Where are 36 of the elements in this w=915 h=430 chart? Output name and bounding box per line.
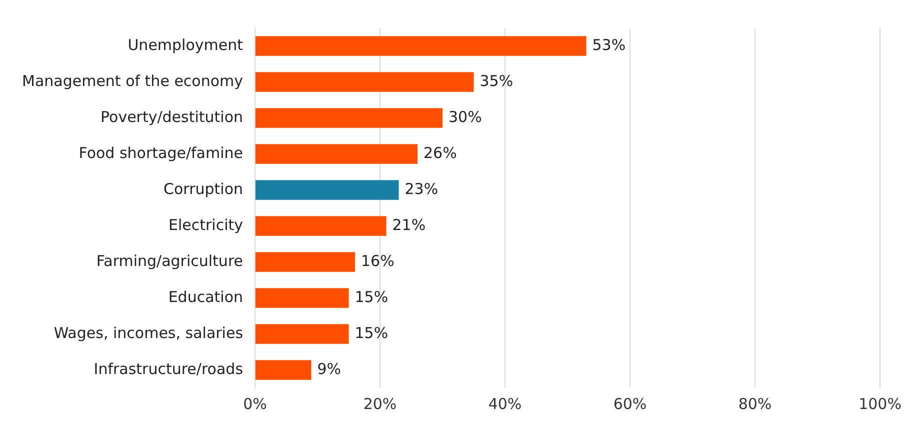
x-tick-label: 80% <box>738 394 772 413</box>
data-label: 15% <box>354 324 388 342</box>
data-label: 9% <box>317 360 342 378</box>
x-tick-label: 40% <box>488 394 522 413</box>
data-label: 53% <box>592 36 626 54</box>
data-label: 26% <box>424 144 457 162</box>
bar <box>256 324 349 344</box>
y-tick-label: Education <box>168 288 244 306</box>
bar <box>256 216 386 236</box>
y-tick-label: Electricity <box>168 216 244 234</box>
data-label: 35% <box>480 72 514 90</box>
y-tick-label: Corruption <box>164 180 244 198</box>
x-tick-label: 60% <box>613 394 647 413</box>
bar <box>256 108 443 128</box>
bar <box>256 360 312 380</box>
data-label: 30% <box>448 108 482 126</box>
bar <box>256 288 349 308</box>
bar <box>256 180 399 200</box>
data-label: 23% <box>404 180 438 198</box>
data-label: 21% <box>392 216 426 234</box>
bar <box>256 144 418 164</box>
x-tick-label: 100% <box>858 394 902 413</box>
y-tick-label: Poverty/destitution <box>100 108 244 126</box>
bar <box>256 252 356 272</box>
bar <box>256 72 474 92</box>
y-tick-label: Infrastructure/roads <box>94 360 244 378</box>
y-tick-label: Farming/agriculture <box>96 252 244 270</box>
data-label: 16% <box>361 252 394 270</box>
y-tick-label: Unemployment <box>128 36 244 54</box>
y-tick-label: Management of the economy <box>22 72 244 90</box>
y-tick-label: Food shortage/famine <box>78 144 244 162</box>
y-tick-label: Wages, incomes, salaries <box>54 324 244 342</box>
x-tick-label: 0% <box>243 394 267 413</box>
data-label: 15% <box>354 288 388 306</box>
x-tick-label: 20% <box>363 394 397 413</box>
bar <box>256 36 586 56</box>
